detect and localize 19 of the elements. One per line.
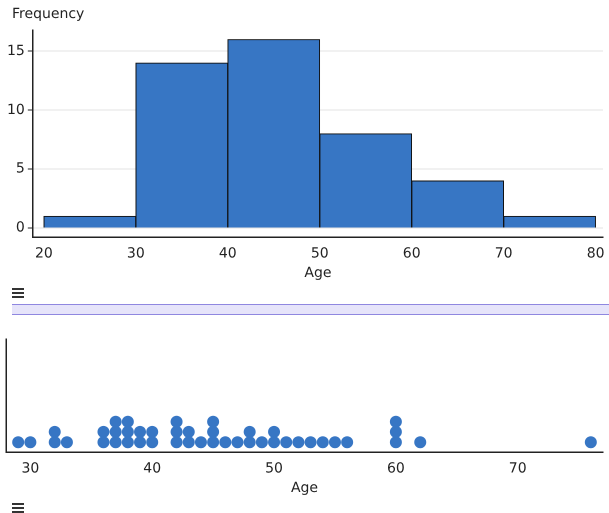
x-tick-label: 60 [402, 245, 421, 262]
x-tick-label: 50 [310, 245, 329, 262]
y-tick-label: 0 [16, 220, 25, 236]
x-tick-label: 50 [265, 460, 283, 476]
y-tick-label: 10 [6, 102, 25, 118]
x-tick-label: 30 [21, 460, 40, 476]
y-axis-title: Frequency [12, 6, 84, 22]
y-tick-label: 15 [6, 42, 25, 59]
x-axis-title: Age [290, 480, 318, 496]
x-tick-label: 40 [143, 460, 162, 476]
x-tick-label: 20 [34, 245, 53, 262]
x-tick-label: 70 [494, 245, 513, 262]
x-tick-label: 70 [508, 460, 527, 476]
x-tick-label: 40 [218, 245, 237, 262]
x-tick-label: 30 [126, 245, 145, 262]
x-axis-title: Age [304, 265, 332, 282]
x-tick-label: 80 [586, 245, 605, 262]
y-tick-label: 5 [16, 160, 25, 177]
x-tick-label: 60 [386, 460, 405, 476]
